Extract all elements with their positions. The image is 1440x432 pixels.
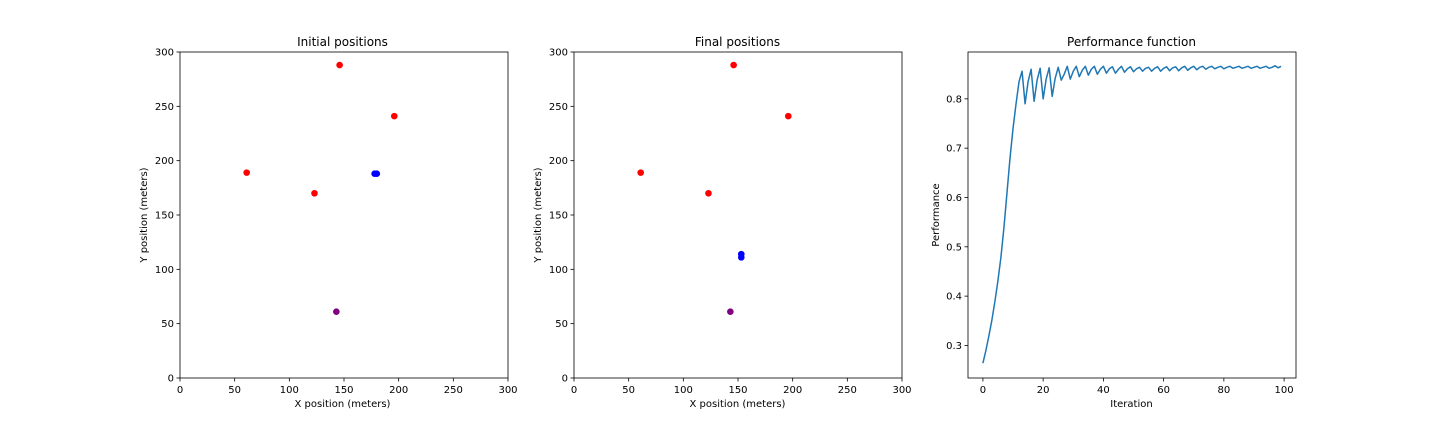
final-positions-chart: Final positions X position (meters) Y po…	[533, 35, 912, 410]
y-tick-label: 200	[549, 156, 568, 167]
x-tick-label: 0	[571, 385, 577, 396]
chart-title: Final positions	[695, 35, 780, 49]
scatter-point	[333, 308, 340, 316]
y-tick-label: 100	[155, 265, 174, 276]
x-tick-label: 300	[498, 385, 517, 396]
y-tick-label: 0.7	[946, 144, 962, 155]
scatter-point	[336, 61, 343, 69]
x-axis-label: X position (meters)	[295, 399, 391, 410]
x-tick-label: 100	[1275, 385, 1294, 396]
y-tick-label: 0.4	[946, 292, 962, 303]
x-tick-label: 200	[389, 385, 408, 396]
scatter-point	[390, 112, 398, 120]
performance-function-chart: Performance function Iteration Performan…	[931, 35, 1297, 410]
x-tick-label: 50	[228, 385, 241, 396]
chart-title: Initial positions	[297, 35, 388, 49]
x-tick-label: 100	[674, 385, 693, 396]
y-tick-label: 50	[161, 319, 174, 330]
x-tick-label: 150	[334, 385, 353, 396]
x-tick-label: 100	[280, 385, 299, 396]
x-tick-label: 200	[783, 385, 802, 396]
axis-ticks: 0 50 100 150 200 250 300 0 50 100 150 200 250 300	[549, 48, 912, 397]
x-tick-label: 150	[728, 385, 747, 396]
axes-frame	[179, 51, 509, 379]
y-tick-label: 0.3	[946, 341, 962, 352]
axes-frame	[573, 51, 903, 379]
x-tick-label: 60	[1157, 385, 1170, 396]
axis-ticks: 0 50 100 150 200 250 300 0 50 100 150 200 250 300	[155, 48, 518, 397]
y-tick-label: 150	[549, 211, 568, 222]
y-tick-label: 300	[155, 48, 174, 59]
y-tick-label: 0	[168, 374, 174, 385]
scatter-point	[373, 170, 381, 178]
performance-line-series	[982, 65, 1282, 364]
scatter-point	[730, 61, 737, 69]
scatter-point	[311, 189, 318, 197]
y-tick-label: 100	[549, 265, 568, 276]
x-tick-label: 0	[177, 385, 183, 396]
scatter-point	[637, 169, 644, 176]
initial-positions-chart: Initial positions X position (meters) Y …	[139, 35, 518, 410]
x-tick-label: 250	[838, 385, 857, 396]
x-tick-label: 250	[444, 385, 463, 396]
chart-title: Performance function	[1067, 35, 1196, 49]
y-tick-label: 50	[555, 319, 568, 330]
y-tick-label: 0.8	[946, 94, 962, 105]
x-tick-label: 40	[1097, 385, 1110, 396]
scatter-point	[727, 308, 734, 316]
x-tick-label: 0	[980, 385, 986, 396]
x-tick-label: 20	[1037, 385, 1050, 396]
scatter-points	[637, 61, 792, 316]
y-tick-label: 150	[155, 211, 174, 222]
y-axis-label: Y position (meters)	[533, 167, 544, 263]
x-axis-label: Iteration	[1110, 399, 1152, 410]
x-tick-label: 80	[1217, 385, 1230, 396]
y-tick-label: 0	[562, 374, 568, 385]
y-axis-label: Performance	[931, 183, 942, 246]
axes-frame	[967, 51, 1297, 379]
x-axis-label: X position (meters)	[690, 399, 786, 410]
scatter-point	[737, 254, 745, 261]
y-tick-label: 0.6	[946, 193, 962, 204]
y-tick-label: 0.5	[946, 242, 962, 253]
scatter-point	[243, 169, 250, 176]
x-tick-label: 50	[622, 385, 635, 396]
scatter-point	[705, 189, 712, 197]
scatter-point	[784, 112, 792, 120]
axis-ticks: 0 20 40 60 80 100 0.3 0.4 0.5 0.6 0.7 0.8	[946, 94, 1294, 396]
y-tick-label: 200	[155, 156, 174, 167]
performance-line	[982, 65, 1282, 364]
y-tick-label: 250	[155, 102, 174, 113]
scatter-points	[243, 61, 398, 316]
y-tick-label: 250	[549, 102, 568, 113]
y-axis-label: Y position (meters)	[139, 167, 150, 263]
y-tick-label: 300	[549, 48, 568, 59]
x-tick-label: 300	[892, 385, 911, 396]
